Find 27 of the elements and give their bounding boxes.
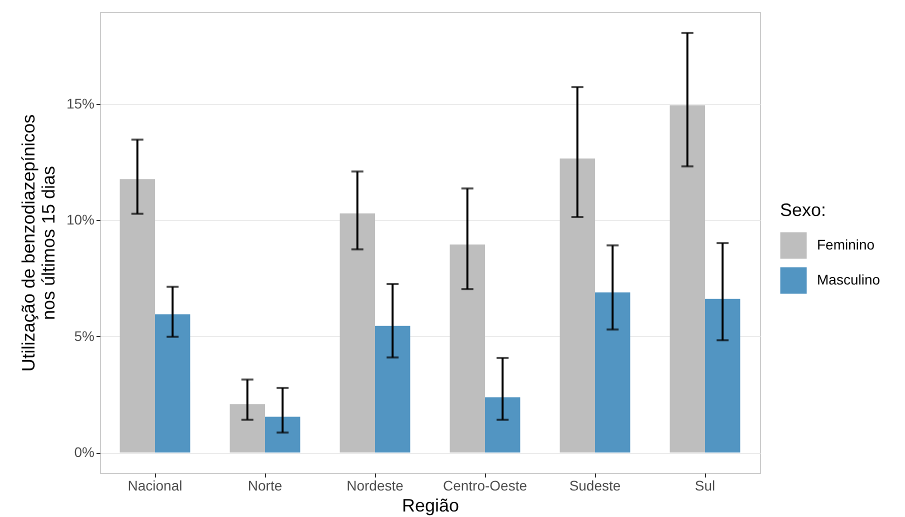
bar [120, 179, 155, 453]
y-axis-title: Utilização de benzodiazepínicos nos últimos 15 dias [18, 114, 58, 372]
bar [560, 158, 595, 453]
y-tick-label: 10% [66, 212, 94, 228]
x-tick-label: Nacional [128, 478, 182, 494]
x-tick-label: Norte [248, 478, 282, 494]
bar [485, 397, 520, 453]
x-axis-title: Região [402, 496, 460, 516]
legend-label: Masculino [817, 272, 880, 288]
legend-label: Feminino [817, 236, 875, 252]
legend-title: Sexo: [780, 200, 826, 220]
bar [155, 314, 190, 453]
bar [705, 298, 740, 453]
x-tick-label: Sul [694, 478, 716, 494]
bar [670, 105, 705, 453]
y-tick-label: 15% [66, 95, 94, 112]
x-tick-label: Centro-Oeste [442, 478, 528, 494]
bar [265, 416, 300, 453]
y-tick-label: 0% [74, 444, 94, 460]
x-tick-label: Sudeste [569, 478, 621, 494]
bar [450, 244, 485, 453]
bar [230, 404, 265, 453]
x-tick-label: Nordeste [346, 478, 404, 494]
bar [375, 326, 410, 453]
y-tick-label: 5% [74, 328, 94, 344]
bar [340, 213, 375, 453]
bar [595, 292, 630, 453]
